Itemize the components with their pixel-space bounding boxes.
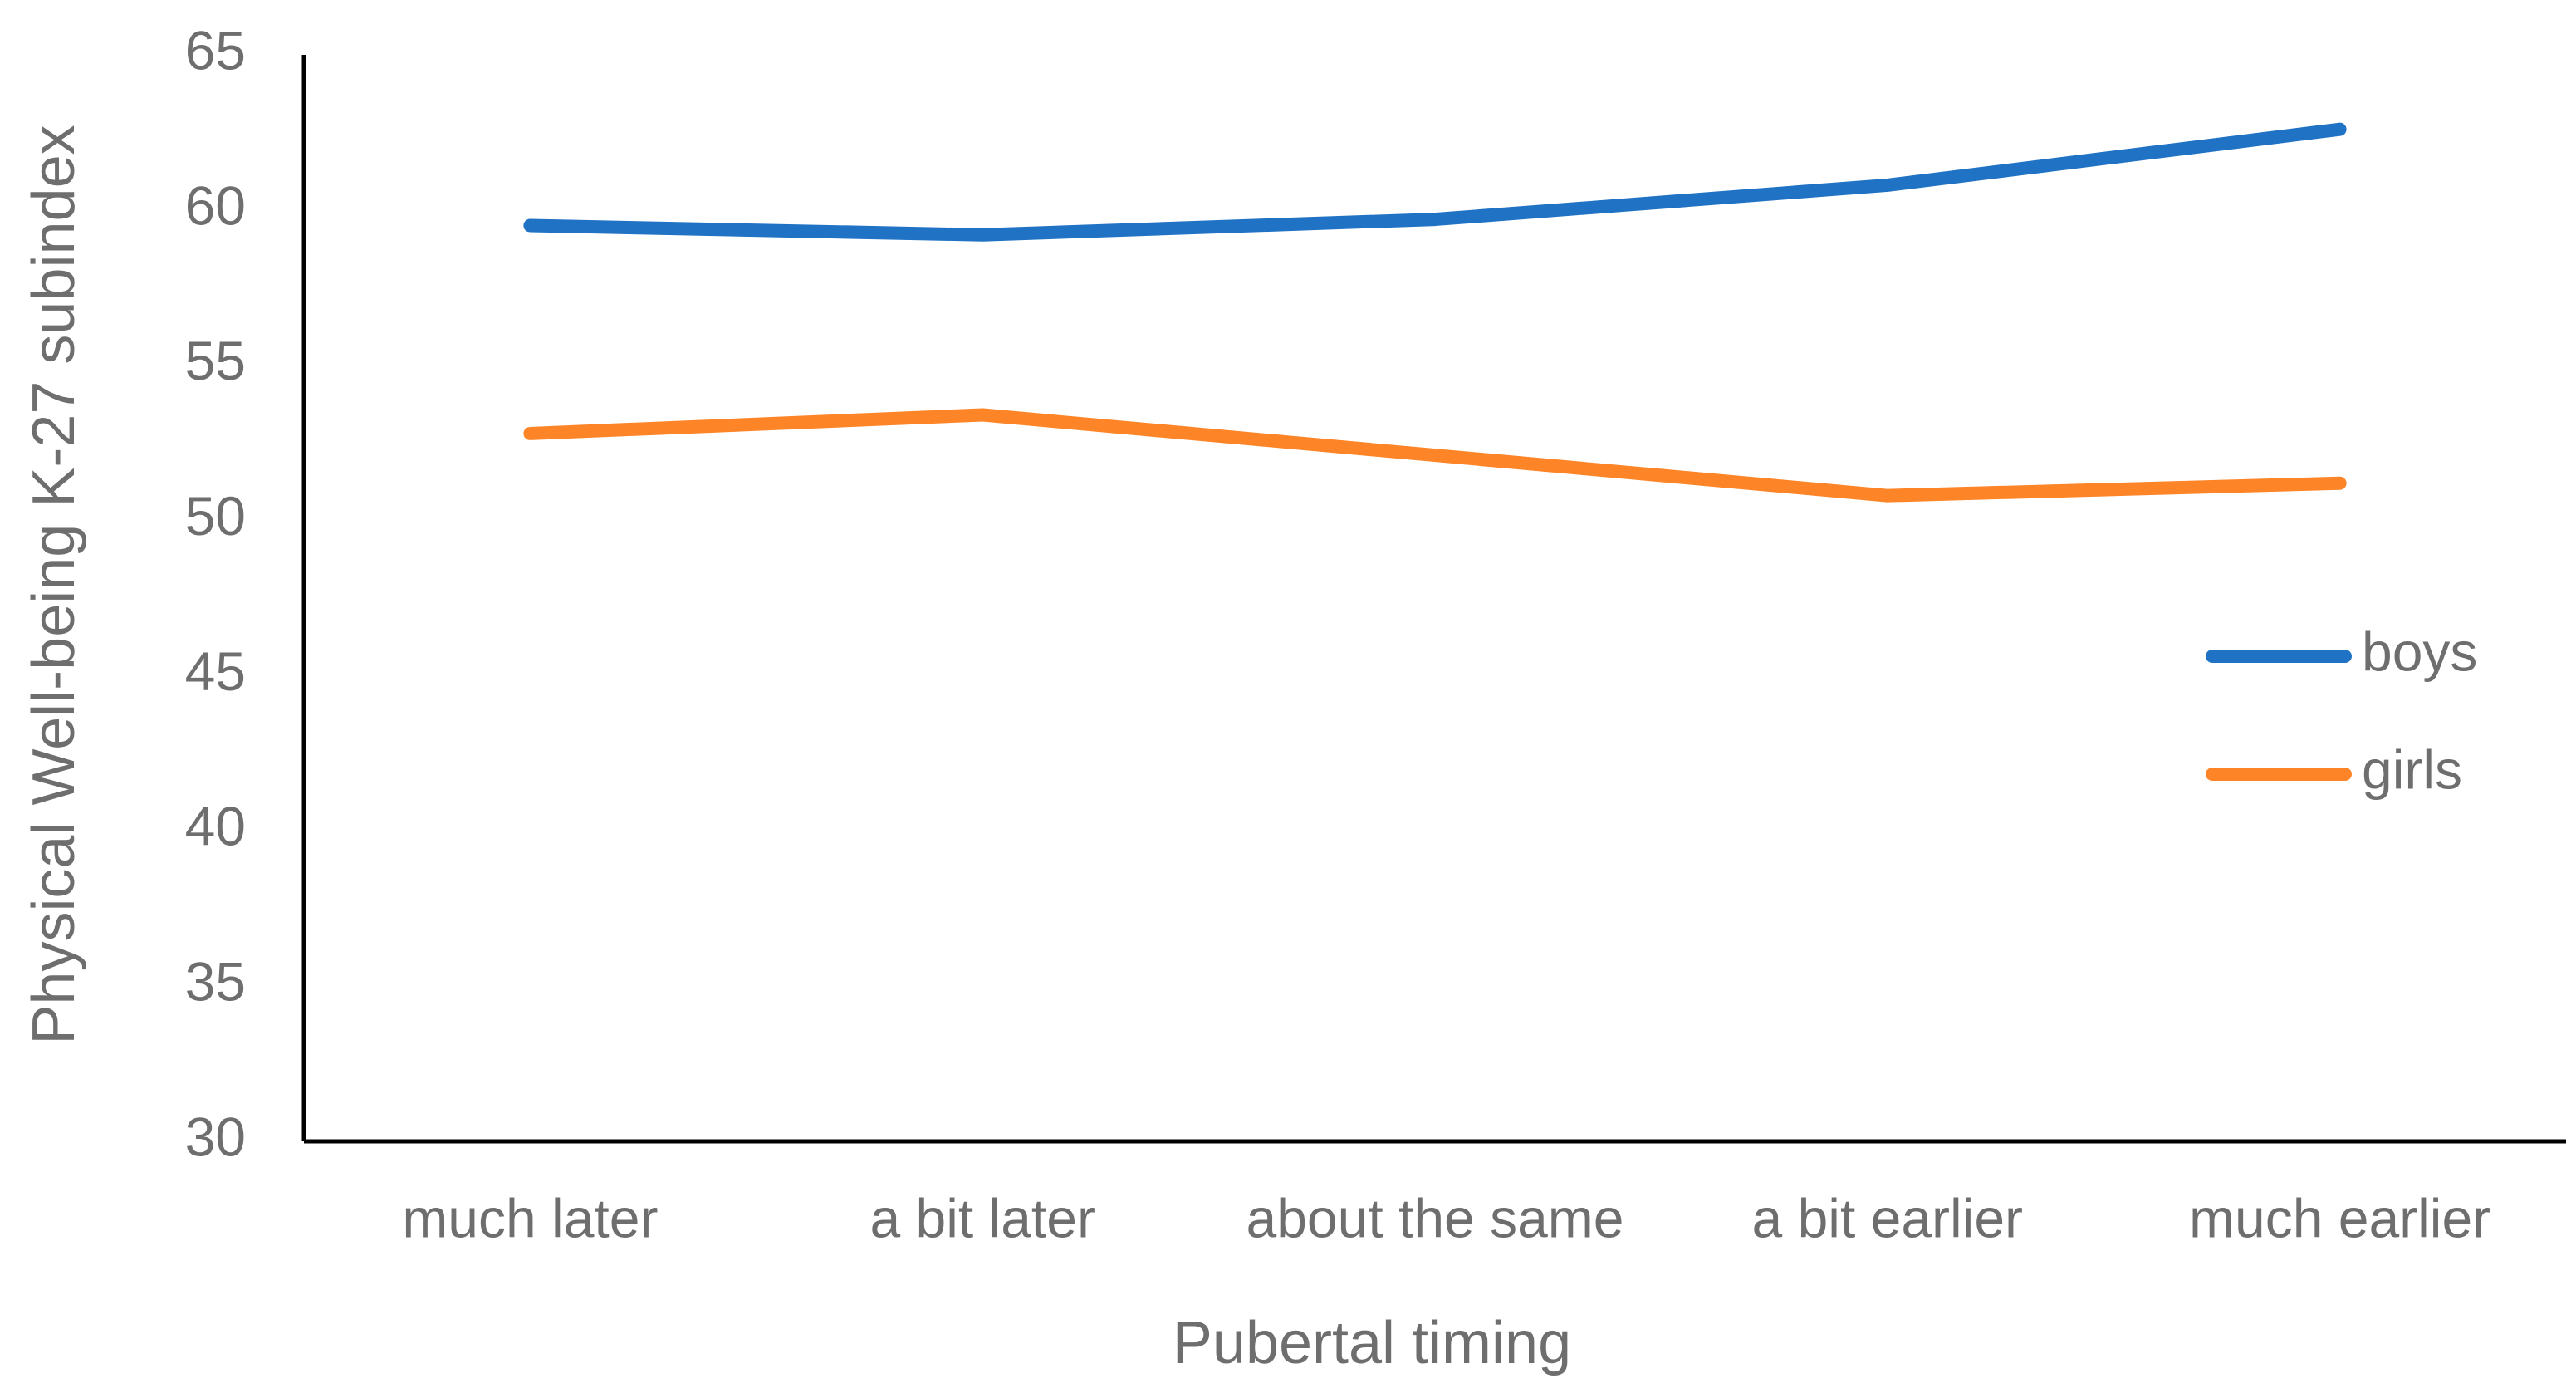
x-tick-label: much later bbox=[402, 1187, 658, 1248]
y-tick-label: 50 bbox=[185, 485, 246, 547]
legend-label: boys bbox=[2362, 620, 2477, 682]
y-tick-label: 60 bbox=[185, 174, 246, 236]
legend-label: girls bbox=[2362, 738, 2462, 800]
y-tick-label: 45 bbox=[185, 640, 246, 702]
series-line bbox=[523, 122, 2347, 242]
x-tick-label: much earlier bbox=[2189, 1187, 2490, 1248]
y-tick-label: 65 bbox=[185, 19, 246, 81]
x-tick-label: a bit later bbox=[869, 1187, 1095, 1248]
y-tick-label: 35 bbox=[185, 951, 246, 1013]
x-tick-label: about the same bbox=[1246, 1187, 1624, 1248]
y-tick-label: 55 bbox=[185, 330, 246, 391]
y-tick-label: 40 bbox=[185, 796, 246, 857]
series-line bbox=[523, 408, 2347, 503]
y-tick-label: 30 bbox=[185, 1106, 246, 1167]
y-axis-title: Physical Well-being K-27 subindex bbox=[21, 125, 87, 1044]
x-axis-title: Pubertal timing bbox=[1173, 1310, 1571, 1376]
x-tick-label: a bit earlier bbox=[1752, 1187, 2024, 1248]
